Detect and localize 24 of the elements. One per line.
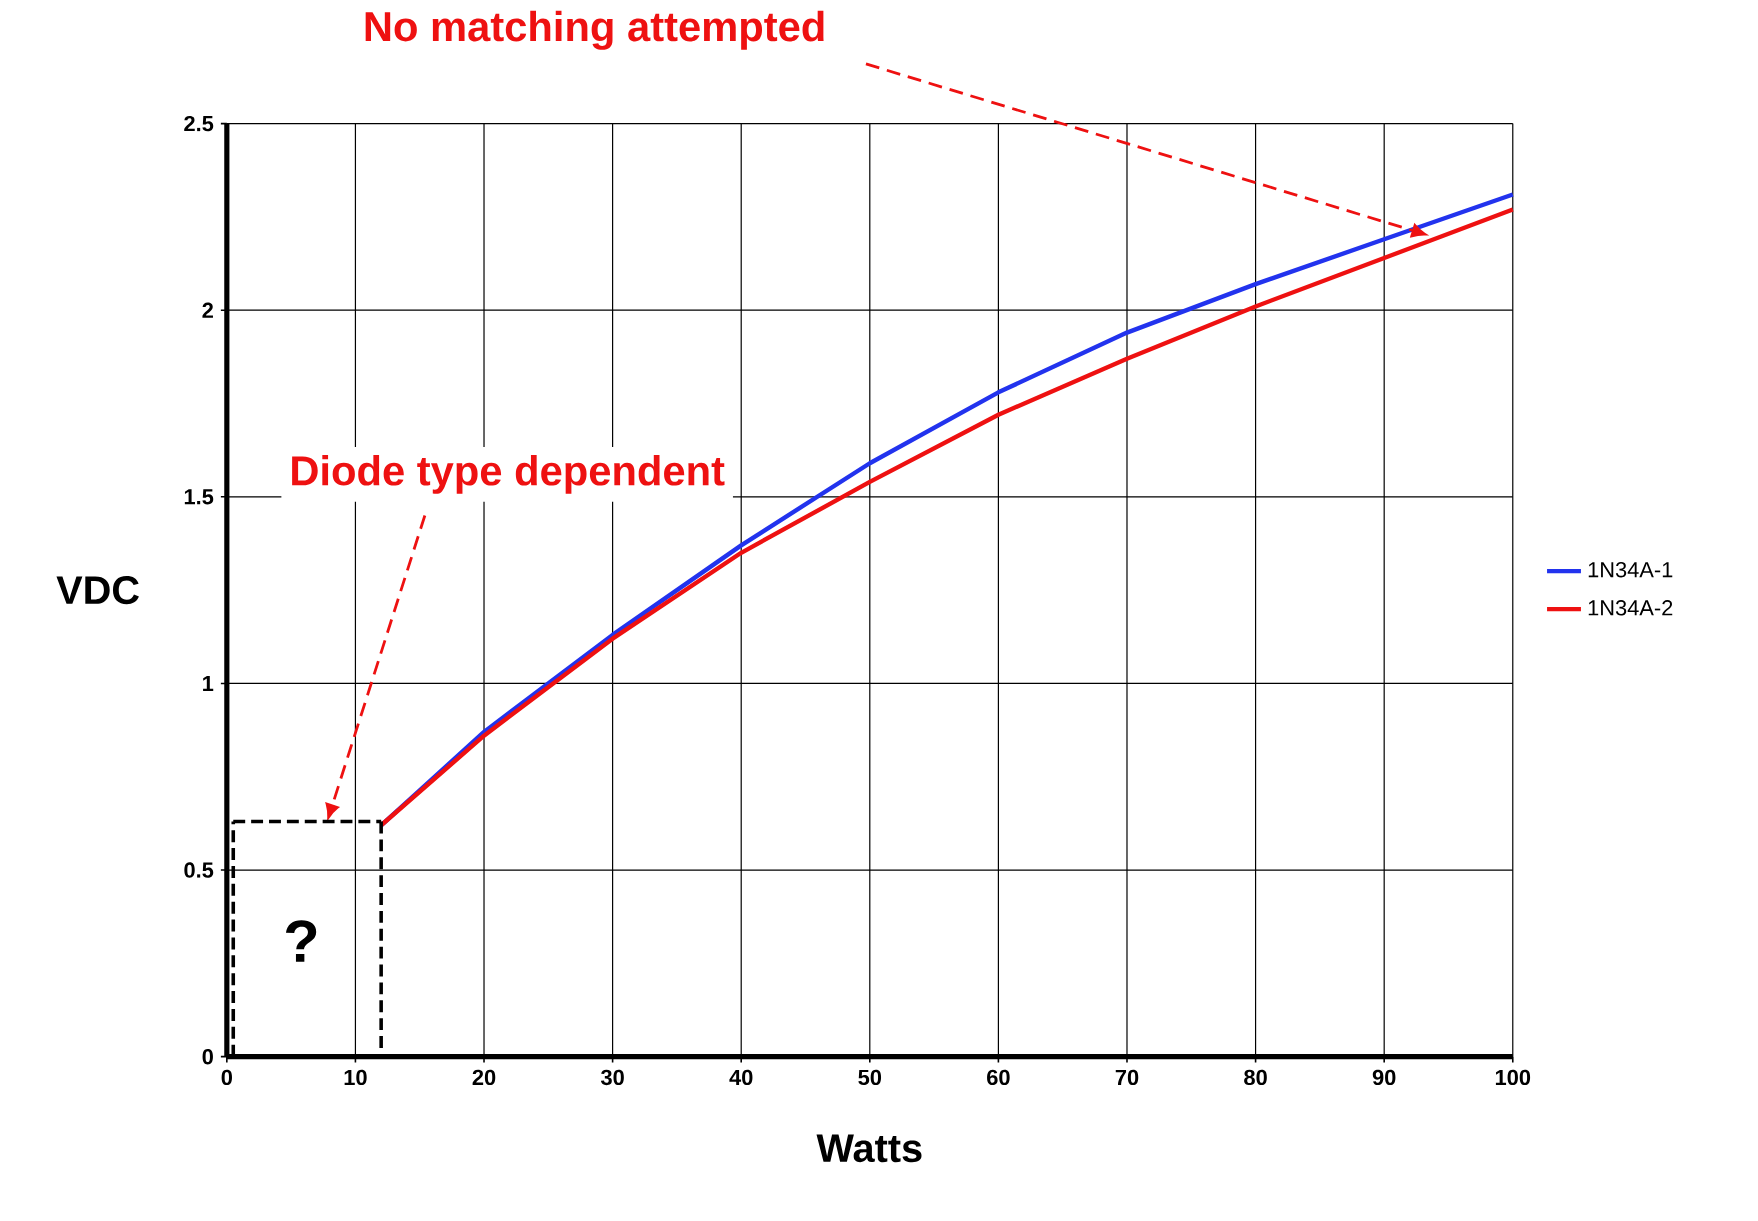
y-tick-label: 0 (202, 1048, 213, 1065)
y-tick-label: 1.5 (184, 489, 214, 505)
legend-label: 1N34A-2 (1588, 600, 1673, 616)
legend-label: 1N34A-1 (1588, 561, 1673, 578)
x-axis-title: Watts (816, 1134, 922, 1163)
x-tick-label: 60 (987, 1069, 1010, 1086)
text: No matching attempted (365, 10, 824, 50)
y-tick-label: 0.5 (184, 862, 214, 878)
annotation: Diode type dependent (292, 454, 725, 494)
x-tick-label: 0 (221, 1069, 232, 1086)
x-tick-label: 50 (858, 1069, 882, 1086)
x-tick-label: 70 (1115, 1069, 1139, 1086)
y-axis-title: VDC (56, 576, 139, 605)
annotation: ? (285, 920, 317, 962)
y-tick-label: 2.5 (184, 115, 214, 132)
y-tick-label: 2 (202, 302, 213, 318)
x-tick-label: 90 (1372, 1069, 1396, 1086)
x-tick-label: 40 (729, 1069, 753, 1086)
x-tick-label: 100 (1495, 1069, 1531, 1086)
x-tick-label: 10 (344, 1069, 367, 1086)
x-tick-label: 80 (1244, 1069, 1267, 1086)
y-tick-label: 1 (203, 675, 214, 691)
x-tick-label: 20 (472, 1069, 496, 1086)
x-tick-label: 30 (600, 1069, 624, 1086)
